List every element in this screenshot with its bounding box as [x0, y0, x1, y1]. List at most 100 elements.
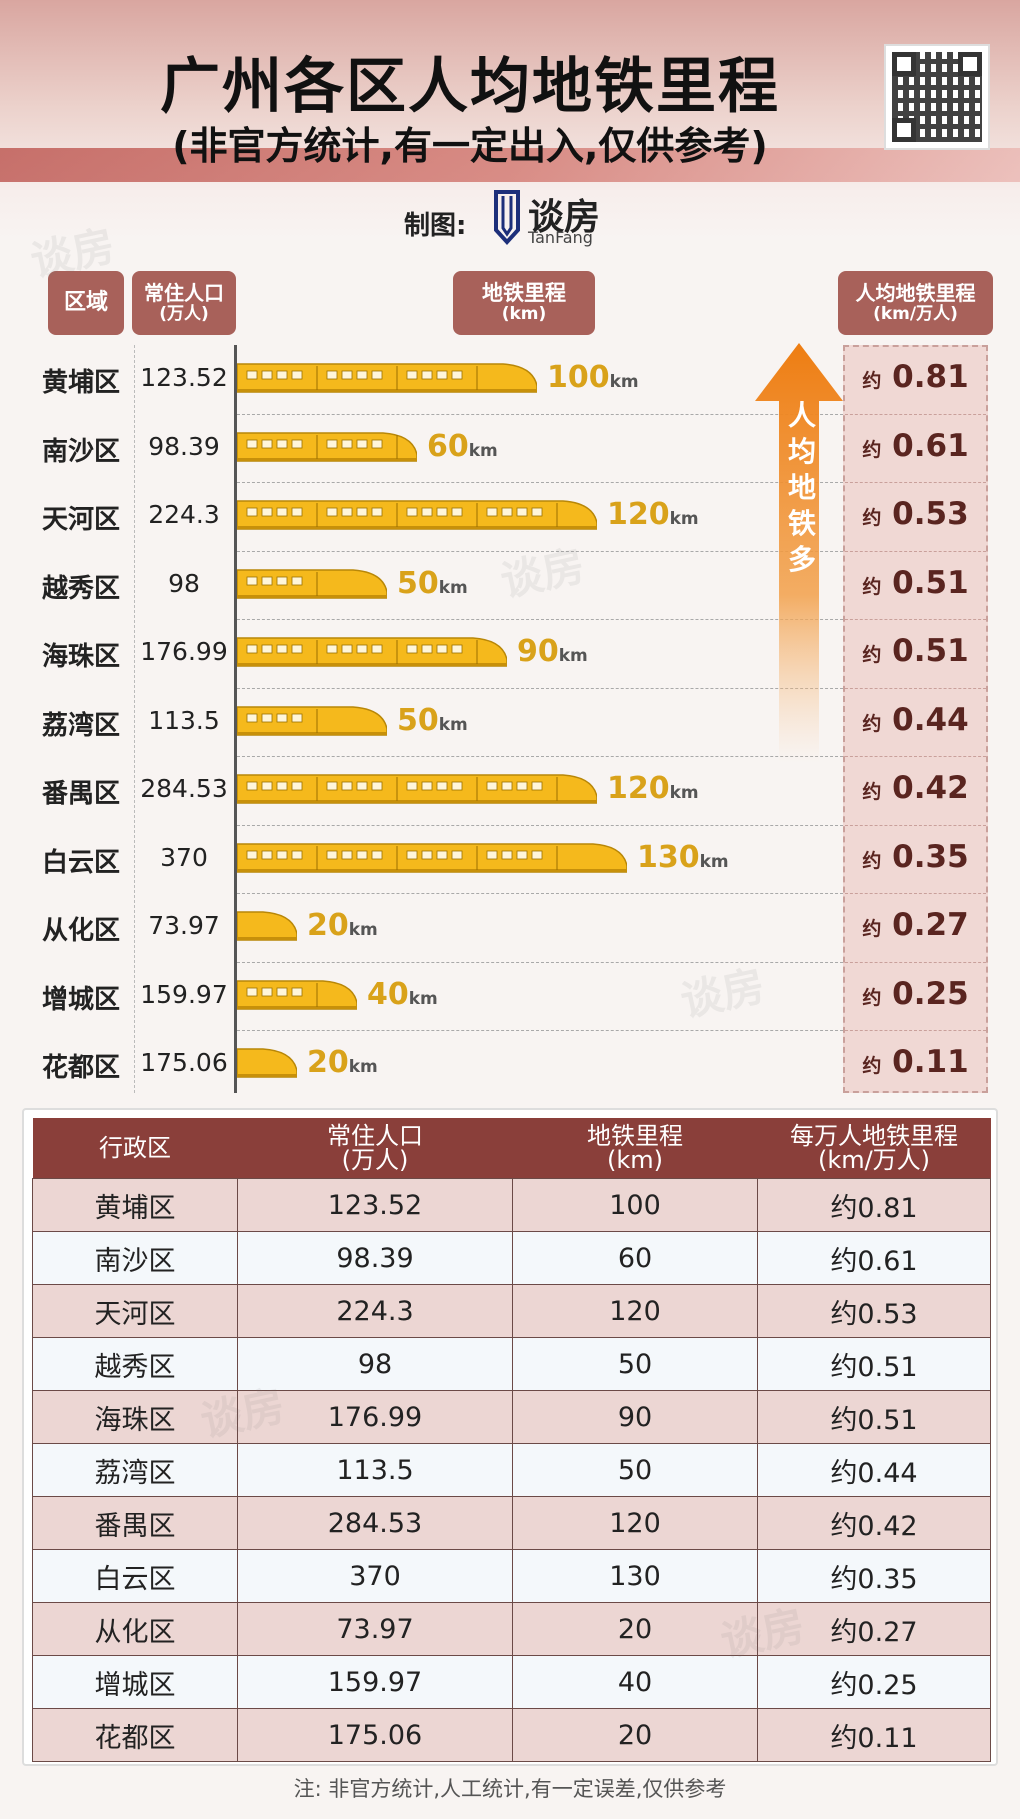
table-header-label: 地铁里程	[587, 1122, 683, 1150]
per-capita-separator	[845, 1030, 986, 1031]
per-capita-value: 约 0.81	[845, 359, 986, 395]
table-cell: 123.52	[237, 1178, 513, 1232]
per-capita-number: 0.53	[881, 496, 969, 533]
table-cell: 荔湾区	[32, 1443, 238, 1497]
column-header-per-capita: 人均地铁里程 (km/万人)	[838, 271, 993, 335]
population-value: 284.53	[140, 774, 228, 804]
column-header-per-capita-label: 人均地铁里程	[855, 280, 976, 305]
district-label: 天河区	[42, 505, 121, 536]
mileage-unit: km	[438, 714, 468, 735]
mileage-value: 20	[307, 908, 349, 944]
train-bar	[237, 432, 417, 462]
table-cell: 增城区	[32, 1655, 238, 1709]
train-bar	[237, 706, 387, 736]
table-header-row: 行政区 常住人口 (万人) 地铁里程 (km) 每万人地铁里程 (km/万人)	[32, 1118, 991, 1179]
approx-prefix: 约	[862, 438, 882, 461]
mileage-label: 20km	[307, 908, 378, 943]
table-header-unit: (万人)	[341, 1146, 409, 1174]
mileage-value: 90	[517, 634, 559, 670]
train-bar	[237, 980, 357, 1010]
arrow-label: 人均地铁多	[787, 399, 816, 576]
mileage-label: 120km	[607, 497, 699, 532]
mileage-label: 50km	[397, 566, 468, 601]
district-label: 增城区	[42, 984, 121, 1015]
table-cell: 20	[512, 1602, 758, 1656]
column-header-population: 常住人口 (万人)	[132, 271, 236, 335]
table-cell: 南沙区	[32, 1231, 238, 1285]
mileage-unit: km	[558, 646, 588, 667]
mileage-value: 50	[397, 702, 439, 738]
per-capita-separator	[845, 756, 986, 757]
district-label: 花都区	[42, 1053, 121, 1084]
column-header-mileage-label: 地铁里程	[482, 281, 566, 306]
mileage-label: 120km	[607, 771, 699, 806]
mileage-unit: km	[348, 1057, 378, 1078]
per-capita-separator	[845, 824, 986, 826]
per-capita-separator	[845, 961, 986, 963]
per-capita-number: 0.81	[881, 359, 969, 396]
train-bar	[237, 1048, 297, 1078]
table-cell: 天河区	[32, 1284, 238, 1338]
qr-corner	[892, 52, 916, 76]
table-cell: 60	[512, 1231, 758, 1285]
table-header-cell: 地铁里程 (km)	[512, 1118, 758, 1179]
row-separator	[237, 824, 843, 826]
row-separator	[237, 893, 843, 894]
table-cell: 白云区	[32, 1549, 238, 1603]
table-cell: 159.97	[237, 1655, 513, 1709]
mileage-label: 40km	[367, 977, 438, 1012]
table-cell: 约0.25	[757, 1655, 991, 1709]
table-cell: 约0.42	[757, 1496, 991, 1550]
table-cell: 50	[512, 1337, 758, 1391]
per-capita-value: 约 0.51	[845, 633, 986, 669]
table-cell: 176.99	[237, 1390, 513, 1444]
mileage-value: 20	[307, 1045, 349, 1081]
row-separator	[237, 619, 843, 620]
per-capita-value: 约 0.42	[845, 770, 986, 806]
mileage-value: 130	[637, 839, 700, 875]
table-cell: 约0.35	[757, 1549, 991, 1603]
mileage-unit: km	[348, 920, 378, 941]
column-header-mileage: 地铁里程 (km)	[453, 271, 595, 335]
column-header-per-capita-unit: (km/万人)	[873, 303, 958, 324]
table-cell: 100	[512, 1178, 758, 1232]
mileage-label: 90km	[517, 634, 588, 669]
approx-prefix: 约	[862, 370, 882, 393]
mileage-value: 120	[607, 771, 670, 807]
table-cell: 370	[237, 1549, 513, 1603]
table-header-cell: 常住人口 (万人)	[237, 1118, 513, 1179]
per-capita-separator	[845, 550, 986, 552]
row-separator	[237, 482, 843, 483]
approx-prefix: 约	[862, 644, 882, 667]
table-row: 花都区 175.06 20 约0.11	[32, 1708, 991, 1762]
mileage-unit: km	[408, 988, 438, 1009]
population-column-divider	[134, 345, 135, 1093]
population-value: 98	[168, 568, 200, 598]
district-label: 白云区	[42, 847, 121, 878]
table-cell: 175.06	[237, 1708, 513, 1762]
per-capita-value: 约 0.25	[845, 976, 986, 1012]
table-cell: 50	[512, 1443, 758, 1497]
population-value: 224.3	[148, 500, 220, 530]
qr-corner	[958, 52, 982, 76]
watermark: 谈房	[676, 960, 769, 1027]
train-bar	[237, 843, 627, 873]
per-capita-separator	[845, 482, 986, 483]
table-cell: 花都区	[32, 1708, 238, 1762]
approx-prefix: 约	[862, 1055, 882, 1078]
table-cell: 90	[512, 1390, 758, 1444]
table-cell: 130	[512, 1549, 758, 1603]
mileage-unit: km	[609, 372, 639, 393]
table-header-unit: (km/万人)	[817, 1146, 931, 1174]
table-row: 番禺区 284.53 120 约0.42	[32, 1496, 991, 1550]
table-cell: 113.5	[237, 1443, 513, 1497]
district-label: 从化区	[42, 916, 121, 947]
table-cell: 20	[512, 1708, 758, 1762]
approx-prefix: 约	[862, 849, 882, 872]
per-capita-number: 0.35	[881, 838, 969, 875]
mileage-label: 20km	[307, 1045, 378, 1080]
per-capita-column	[843, 345, 988, 1093]
district-label: 荔湾区	[42, 710, 121, 741]
per-capita-number: 0.11	[881, 1044, 969, 1081]
mileage-unit: km	[468, 440, 498, 461]
